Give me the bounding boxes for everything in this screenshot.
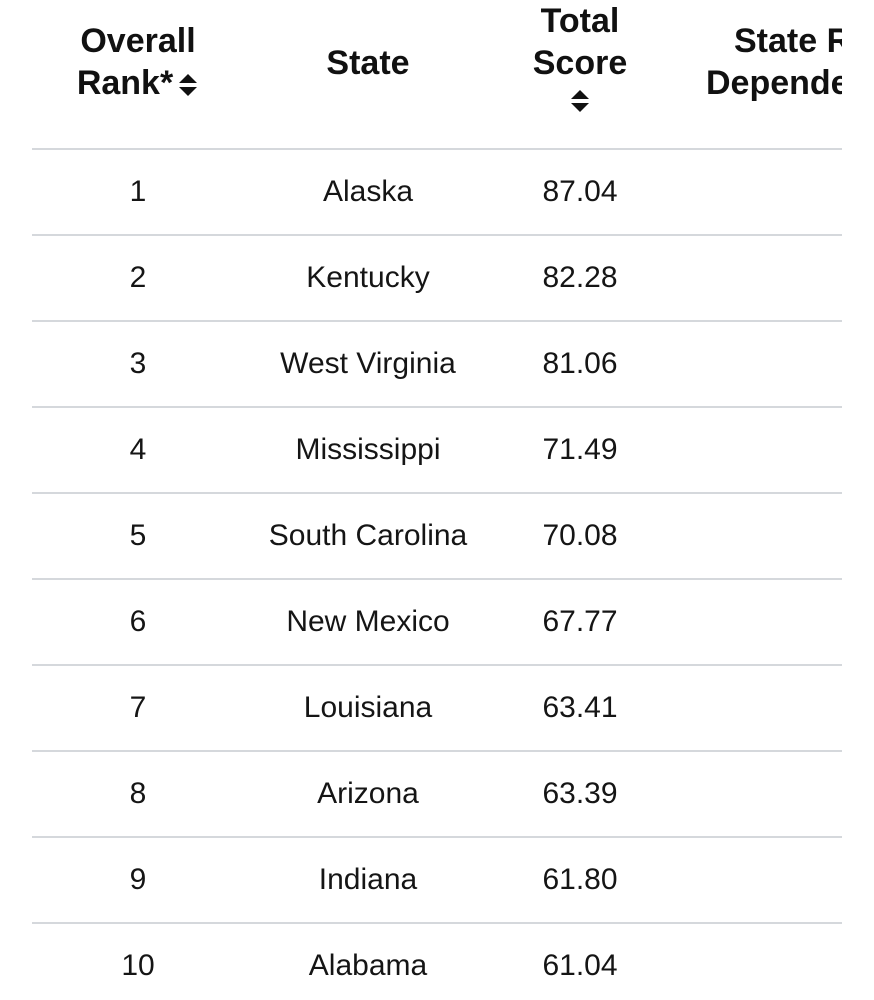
rank-cell: 10 xyxy=(121,949,155,982)
rank-cell: 6 xyxy=(129,605,147,638)
rank-cell: 5 xyxy=(129,519,147,552)
table-row: 3 West Virginia 81.06 xyxy=(32,320,842,406)
overall-rank-header-line2: Rank* xyxy=(76,64,174,102)
sort-up-down-icon[interactable] xyxy=(569,88,591,114)
total-score-column-header[interactable]: Total Score xyxy=(480,0,680,114)
sort-up-down-icon[interactable] xyxy=(177,72,199,98)
state-cell: Alaska xyxy=(322,175,414,208)
state-dependency-header-line1: State R xyxy=(734,22,842,60)
rank-cell: 2 xyxy=(129,261,147,294)
score-cell: 63.41 xyxy=(542,691,618,724)
total-score-header-line2: Score xyxy=(532,44,628,82)
score-cell: 63.39 xyxy=(542,777,618,810)
table-body: 1 Alaska 87.04 2 Kentucky 82.28 3 West V… xyxy=(32,148,842,1000)
state-cell: Alabama xyxy=(308,949,428,982)
total-score-header-line1: Total xyxy=(540,2,620,40)
state-cell: South Carolina xyxy=(268,519,468,552)
state-cell: Louisiana xyxy=(303,691,433,724)
overall-rank-column-header[interactable]: Overall Rank* xyxy=(38,20,238,104)
table-row: 4 Mississippi 71.49 xyxy=(32,406,842,492)
rank-cell: 3 xyxy=(129,347,147,380)
table-row: 8 Arizona 63.39 xyxy=(32,750,842,836)
score-cell: 61.80 xyxy=(542,863,618,896)
score-cell: 70.08 xyxy=(542,519,618,552)
state-dependency-header-line2: Depende xyxy=(706,64,842,102)
state-cell: New Mexico xyxy=(286,605,450,638)
rank-cell: 8 xyxy=(129,777,147,810)
state-cell: Mississippi xyxy=(295,433,441,466)
state-cell: West Virginia xyxy=(280,347,456,380)
rank-cell: 9 xyxy=(129,863,147,896)
score-cell: 87.04 xyxy=(542,175,618,208)
score-cell: 67.77 xyxy=(542,605,618,638)
score-cell: 82.28 xyxy=(542,261,618,294)
rank-cell: 1 xyxy=(129,175,147,208)
score-cell: 81.06 xyxy=(542,347,618,380)
table-row: 9 Indiana 61.80 xyxy=(32,836,842,922)
table-row: 5 South Carolina 70.08 xyxy=(32,492,842,578)
overall-rank-header-line1: Overall xyxy=(80,22,196,60)
state-column-header[interactable]: State xyxy=(268,42,468,84)
state-cell: Indiana xyxy=(318,863,418,896)
state-dependency-column-header[interactable]: State R Depende xyxy=(690,20,842,104)
rank-cell: 4 xyxy=(129,433,147,466)
rank-cell: 7 xyxy=(129,691,147,724)
state-ranking-table: Overall Rank* State Total Score State R … xyxy=(0,0,842,1000)
table-row: 6 New Mexico 67.77 xyxy=(32,578,842,664)
table-header: Overall Rank* State Total Score State R … xyxy=(0,0,842,150)
table-row: 2 Kentucky 82.28 xyxy=(32,234,842,320)
state-cell: Kentucky xyxy=(306,261,430,294)
table-row: 7 Louisiana 63.41 xyxy=(32,664,842,750)
state-header-label: State xyxy=(326,44,410,82)
state-cell: Arizona xyxy=(317,777,419,810)
overall-rank-header-line2-wrap: Rank* xyxy=(38,62,238,104)
table-row: 10 Alabama 61.04 xyxy=(32,922,842,1000)
score-cell: 71.49 xyxy=(542,433,618,466)
table-row: 1 Alaska 87.04 xyxy=(32,148,842,234)
score-cell: 61.04 xyxy=(542,949,618,982)
